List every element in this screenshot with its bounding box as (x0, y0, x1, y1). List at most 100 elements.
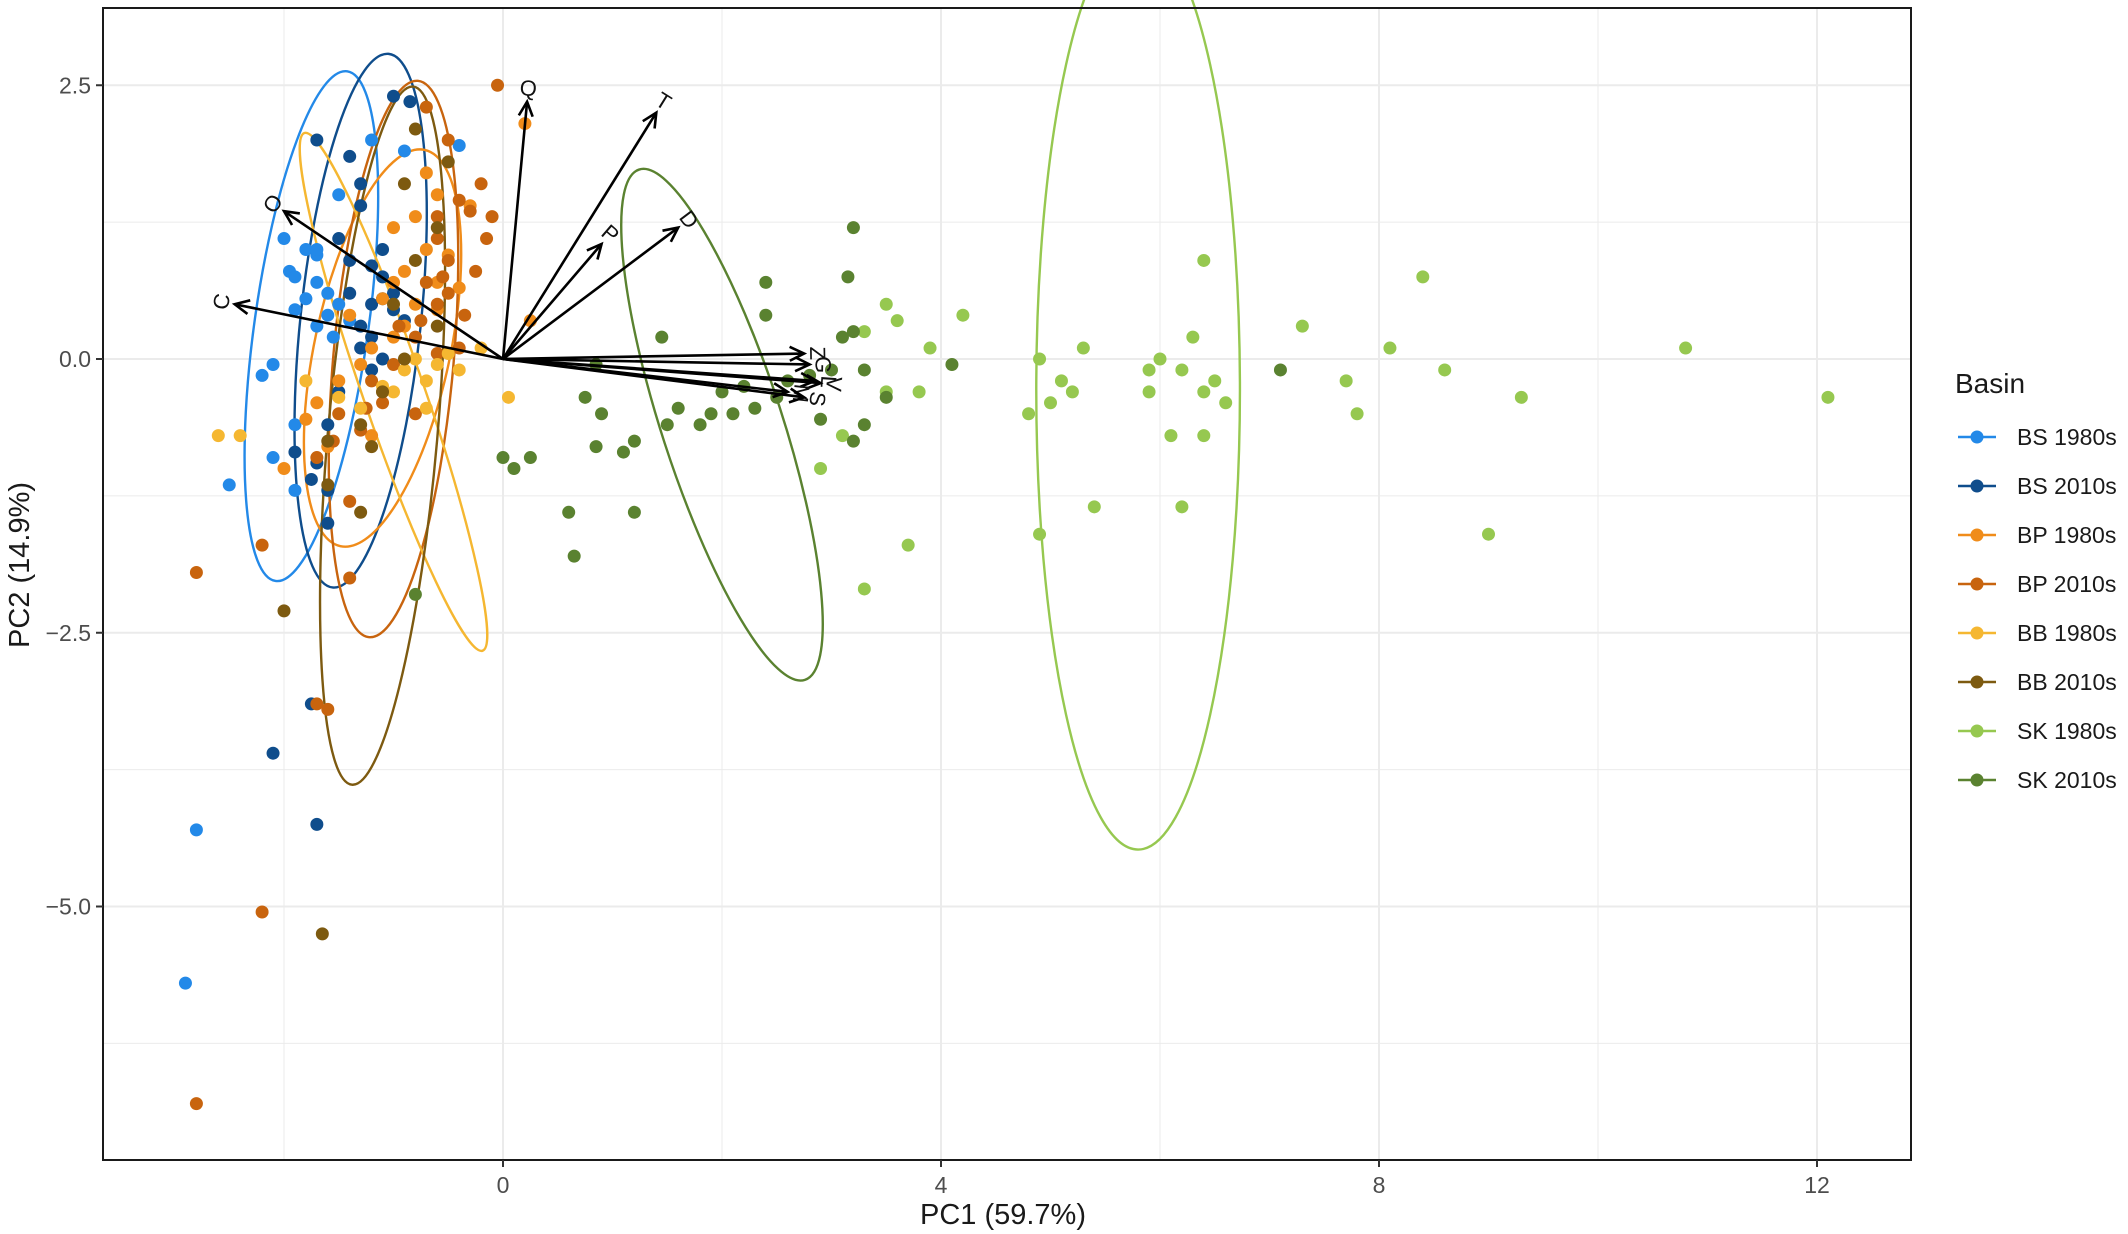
data-point (299, 243, 313, 256)
x-tick-label: 12 (1804, 1172, 1830, 1198)
data-point (315, 927, 329, 941)
y-axis-title: PC2 (14.9%) (4, 482, 36, 648)
x-axis-ticks: 0 4 8 12 (497, 1160, 1830, 1198)
data-point (354, 505, 368, 519)
data-point (1153, 352, 1167, 366)
data-point (288, 270, 302, 284)
y-tick-label: −5.0 (46, 894, 91, 920)
data-point (387, 275, 400, 289)
arrowhead (789, 345, 808, 362)
data-point (365, 133, 379, 147)
legend-label: BS 2010s (2017, 473, 2117, 499)
data-point (1142, 363, 1156, 377)
data-point (222, 478, 236, 492)
data-point (1065, 385, 1079, 399)
data-point (846, 325, 860, 339)
data-point (655, 330, 669, 344)
data-point (956, 308, 970, 322)
data-point (310, 396, 324, 410)
data-point (419, 100, 433, 114)
data-point (890, 314, 904, 328)
data-point (595, 407, 609, 421)
arrowhead (281, 209, 301, 226)
data-point (430, 188, 444, 202)
data-point (266, 357, 280, 371)
arrowhead (517, 98, 534, 118)
data-point (567, 549, 581, 563)
data-point (376, 352, 390, 366)
data-point (354, 418, 368, 432)
data-point (835, 330, 849, 344)
legend-key-point (1970, 528, 1984, 542)
data-point (310, 451, 324, 465)
loading-label-q: Q (519, 75, 538, 101)
data-point (387, 221, 400, 235)
data-point (501, 390, 515, 404)
data-point (627, 434, 641, 448)
data-point (277, 462, 291, 475)
data-point (1054, 374, 1068, 388)
data-point (945, 357, 959, 371)
arrowhead (772, 382, 791, 399)
data-point (879, 297, 893, 311)
data-point (310, 697, 324, 711)
loading-arrow-q (501, 101, 529, 360)
data-point (321, 702, 335, 716)
data-point (365, 440, 379, 454)
data-point (178, 976, 192, 990)
data-point (846, 434, 860, 448)
data-point (299, 374, 313, 388)
loading-arrow-s (502, 357, 805, 399)
data-point (387, 286, 400, 300)
data-point (343, 149, 357, 163)
data-point (857, 582, 871, 596)
data-point (491, 78, 505, 92)
confidence-ellipses (243, 0, 1242, 851)
data-point (879, 390, 893, 404)
data-point (430, 347, 444, 361)
data-point (1175, 363, 1189, 377)
data-point (414, 314, 428, 328)
data-point (715, 385, 729, 399)
ellipse-sk-2010s (620, 167, 824, 682)
data-point (387, 357, 400, 371)
legend-label: BS 1980s (2017, 424, 2117, 450)
data-point (397, 264, 411, 278)
data-point (189, 1097, 203, 1111)
data-point (326, 330, 340, 344)
data-point (354, 357, 368, 371)
data-point (354, 401, 368, 415)
legend-label: SK 2010s (2017, 767, 2117, 793)
data-point (387, 385, 400, 399)
data-point (365, 297, 379, 311)
loading-arrow-c (234, 302, 504, 361)
series-bb-2010s (277, 122, 455, 941)
data-point (430, 319, 444, 333)
ellipse-bp-2010s (327, 79, 460, 639)
data-point (857, 418, 871, 432)
data-point (1164, 429, 1178, 443)
loading-arrow-p (502, 243, 603, 360)
legend-label: BP 2010s (2017, 571, 2116, 597)
data-point (1033, 352, 1047, 366)
data-point (321, 286, 335, 300)
x-tick-label: 4 (935, 1172, 948, 1198)
legend-title: Basin (1955, 368, 2025, 399)
data-point (419, 275, 433, 289)
data-point (857, 363, 871, 377)
data-point (474, 177, 488, 191)
data-point (1438, 363, 1452, 377)
data-point (299, 412, 313, 426)
loading-label-v: V (821, 376, 847, 393)
data-point (1273, 363, 1287, 377)
data-point (255, 368, 269, 382)
legend-key-point (1970, 773, 1984, 787)
data-point (441, 133, 455, 147)
legend-label: BB 1980s (2017, 620, 2117, 646)
data-point (310, 817, 324, 831)
data-point (660, 418, 674, 432)
data-point (332, 297, 346, 311)
data-point (387, 297, 400, 311)
data-point (321, 308, 335, 322)
